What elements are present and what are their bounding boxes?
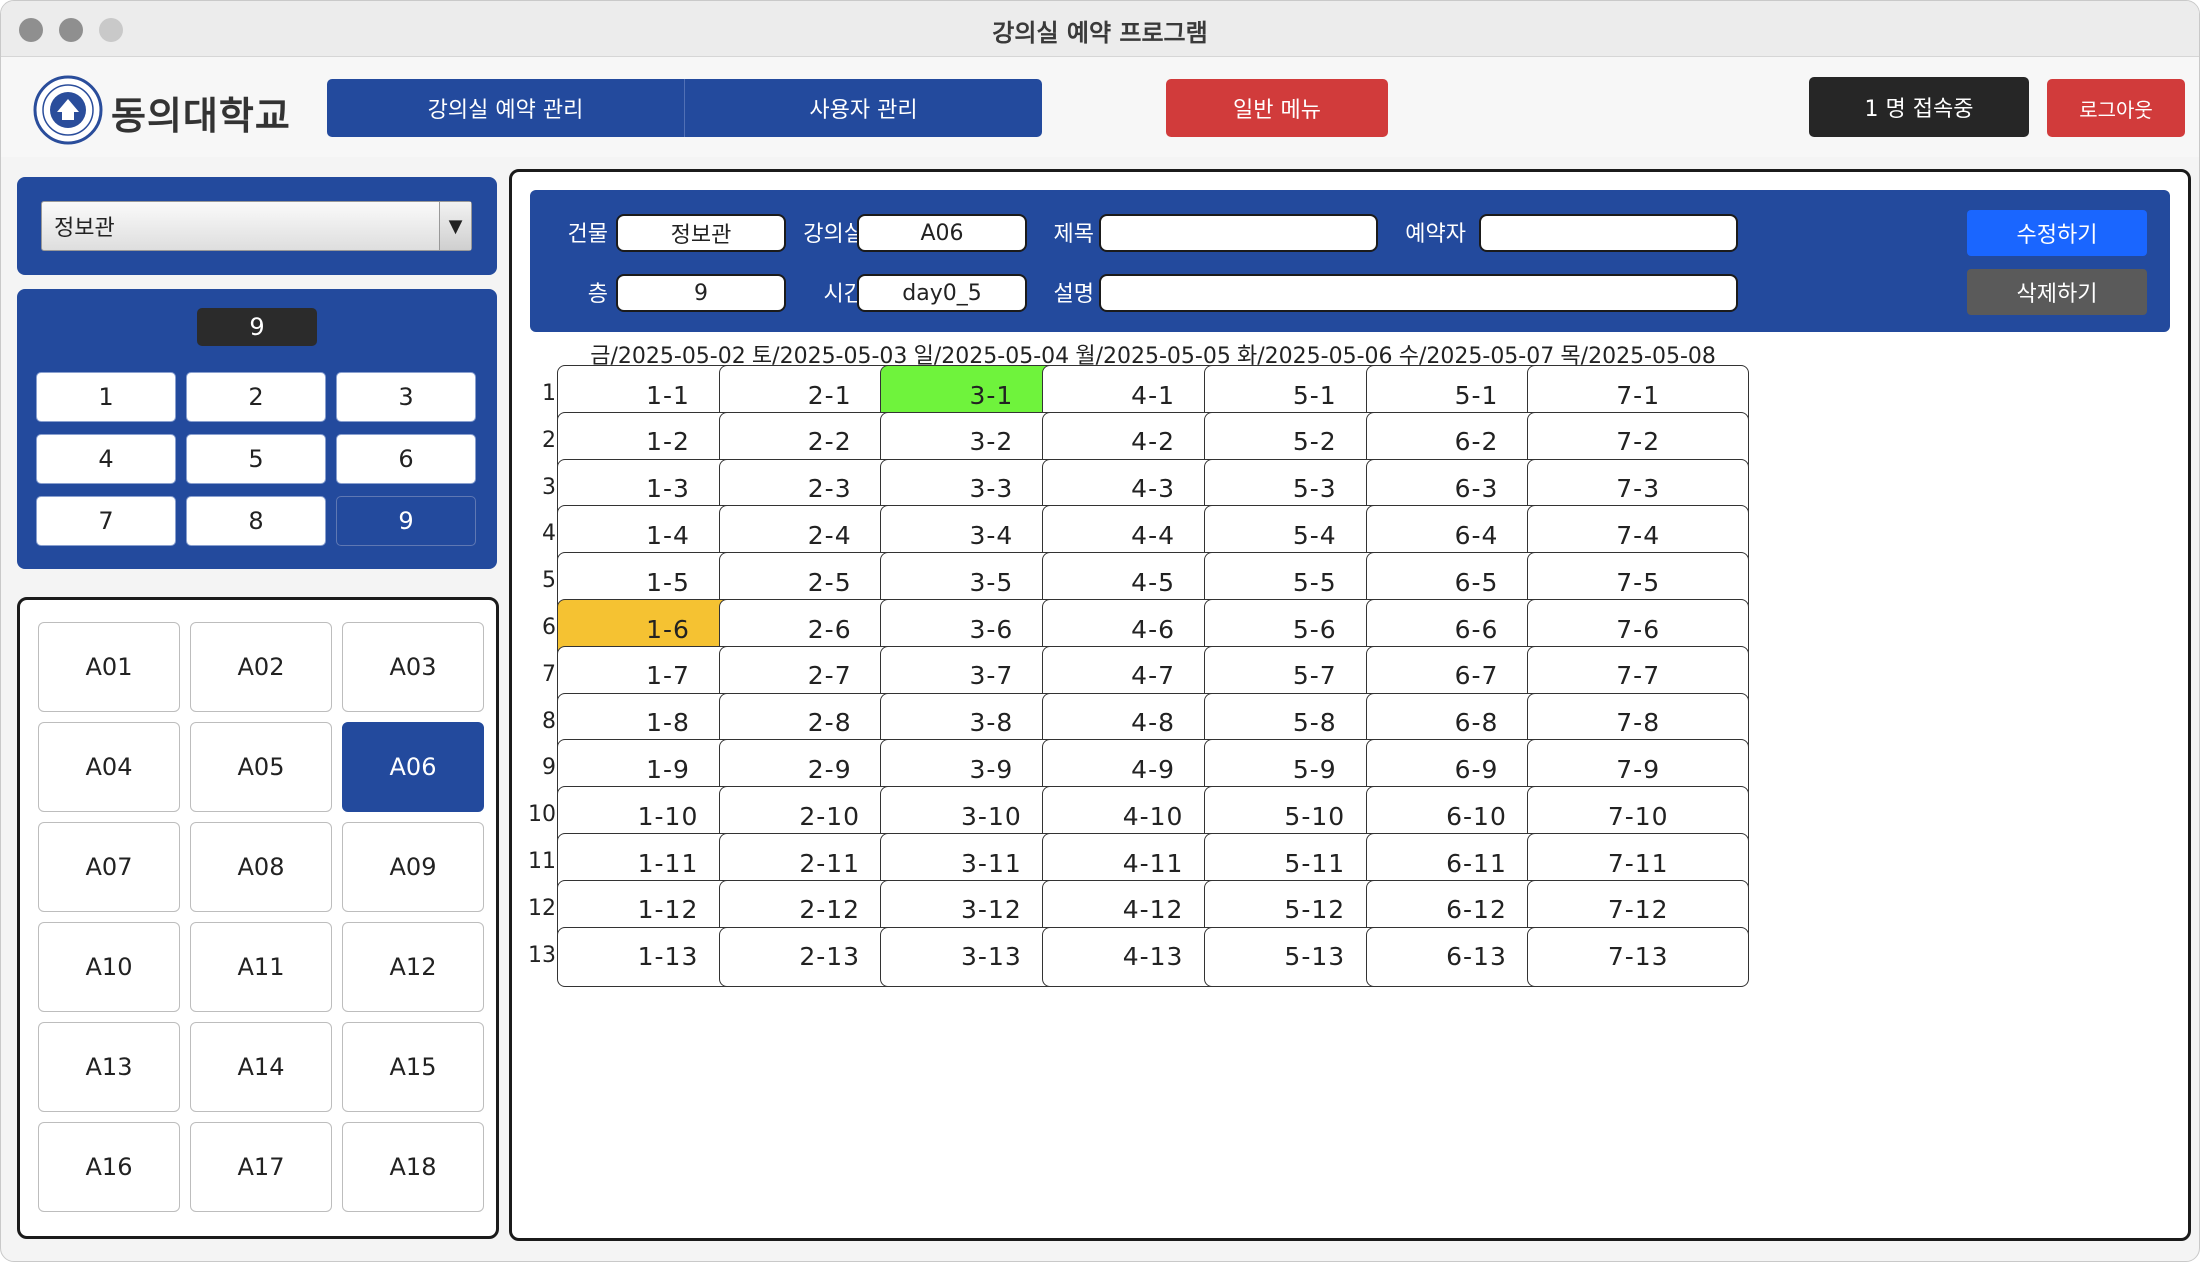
room-button[interactable]: A12 xyxy=(342,922,484,1012)
day-column-header: 토/2025-05-03 xyxy=(751,344,908,369)
room-button[interactable]: A06 xyxy=(342,722,484,812)
schedule-panel: 건물 정보관 강의실 A06 제목 예약자 수정하기 층 9 시간 day0_5… xyxy=(509,169,2191,1241)
tab-room-reservation[interactable]: 강의실 예약 관리 xyxy=(427,98,584,123)
header: 동의대학교 강의실 예약 관리 사용자 관리 일반 메뉴 1 명 접속중 로그아… xyxy=(1,57,2199,157)
building-panel: 정보관 ▼ xyxy=(17,177,497,275)
room-button[interactable]: A11 xyxy=(190,922,332,1012)
time-slot-label: 4 xyxy=(542,521,556,547)
building-select-value: 정보관 xyxy=(54,216,115,241)
floor-button[interactable]: 7 xyxy=(36,496,176,546)
room-button[interactable]: A03 xyxy=(342,622,484,712)
floor-button[interactable]: 6 xyxy=(336,434,476,484)
room-button[interactable]: A17 xyxy=(190,1122,332,1212)
floor-button[interactable]: 9 xyxy=(336,496,476,546)
minimize-window-button[interactable] xyxy=(59,18,83,42)
close-window-button[interactable] xyxy=(19,18,43,42)
time-label: 시간 xyxy=(823,282,864,307)
time-field[interactable]: day0_5 xyxy=(857,274,1027,312)
room-button[interactable]: A01 xyxy=(38,622,180,712)
reserver-label: 예약자 xyxy=(1405,222,1466,247)
main-nav: 강의실 예약 관리 사용자 관리 xyxy=(327,79,1042,137)
title-field[interactable] xyxy=(1099,214,1378,252)
day-column-header: 금/2025-05-02 xyxy=(590,344,746,369)
day-column-header: 목/2025-05-08 xyxy=(1560,344,1716,369)
university-logo: 동의대학교 xyxy=(33,75,303,145)
floor-button[interactable]: 8 xyxy=(186,496,326,546)
room-button[interactable]: A16 xyxy=(38,1122,180,1212)
floor-button[interactable]: 3 xyxy=(336,372,476,422)
selected-floor-display: 9 xyxy=(197,308,317,346)
floor-button[interactable]: 4 xyxy=(36,434,176,484)
time-slot-label: 5 xyxy=(542,568,556,594)
floor-button[interactable]: 5 xyxy=(186,434,326,484)
edit-button[interactable]: 수정하기 xyxy=(1967,210,2147,256)
room-button[interactable]: A09 xyxy=(342,822,484,912)
floor-button[interactable]: 2 xyxy=(186,372,326,422)
room-field[interactable]: A06 xyxy=(857,214,1027,252)
time-slot-label: 13 xyxy=(528,942,556,968)
title-bar: 강의실 예약 프로그램 xyxy=(1,1,2199,57)
room-button[interactable]: A14 xyxy=(190,1022,332,1112)
logout-button[interactable]: 로그아웃 xyxy=(2047,79,2185,137)
day-column-header: 일/2025-05-04 xyxy=(913,344,1070,369)
description-label: 설명 xyxy=(1053,282,1094,307)
day-column-header: 화/2025-05-06 xyxy=(1237,344,1393,369)
university-name: 동의대학교 xyxy=(111,94,291,138)
time-slot-label: 10 xyxy=(528,802,556,828)
time-slot-label: 11 xyxy=(528,849,556,874)
floor-label: 층 xyxy=(587,282,608,307)
time-slot-label: 12 xyxy=(528,895,556,921)
tab-user-management[interactable]: 사용자 관리 xyxy=(684,79,1042,137)
building-field[interactable]: 정보관 xyxy=(616,214,786,252)
room-button[interactable]: A04 xyxy=(38,722,180,812)
room-button[interactable]: A10 xyxy=(38,922,180,1012)
day-column-header: 수/2025-05-07 xyxy=(1398,344,1555,369)
room-button[interactable]: A18 xyxy=(342,1122,484,1212)
description-field[interactable] xyxy=(1099,274,1738,312)
time-slot-label: 1 xyxy=(542,381,556,406)
time-slot-label: 2 xyxy=(542,427,556,453)
room-button[interactable]: A13 xyxy=(38,1022,180,1112)
room-button[interactable]: A02 xyxy=(190,622,332,712)
time-slot-label: 9 xyxy=(542,755,556,781)
chevron-down-icon[interactable]: ▼ xyxy=(439,202,471,250)
window-title: 강의실 예약 프로그램 xyxy=(992,19,1208,47)
room-button[interactable]: A07 xyxy=(38,822,180,912)
room-button[interactable]: A08 xyxy=(190,822,332,912)
room-panel: A01 A02 A03 A04 A05 A06 A07 A08 A09 A10 A11 A12 A13 A… xyxy=(17,597,499,1239)
time-slot-label: 7 xyxy=(542,661,556,687)
building-select[interactable]: 정보관 ▼ xyxy=(41,201,472,251)
reserver-field[interactable] xyxy=(1479,214,1738,252)
zoom-window-button[interactable] xyxy=(99,18,123,42)
building-label: 건물 xyxy=(567,222,608,247)
time-slot-label: 8 xyxy=(542,708,556,734)
reservation-form: 건물 정보관 강의실 A06 제목 예약자 수정하기 층 9 시간 day0_5… xyxy=(530,190,2170,332)
floor-button[interactable]: 1 xyxy=(36,372,176,422)
time-slot-label: 6 xyxy=(542,615,556,640)
online-users-badge: 1 명 접속중 xyxy=(1809,77,2029,137)
room-label: 강의실 xyxy=(803,222,864,247)
room-button[interactable]: A05 xyxy=(190,722,332,812)
title-label: 제목 xyxy=(1053,222,1094,247)
floor-field[interactable]: 9 xyxy=(616,274,786,312)
university-seal-icon xyxy=(33,75,103,145)
slot-cell[interactable]: 7-13 xyxy=(1527,926,1750,987)
delete-button[interactable]: 삭제하기 xyxy=(1967,269,2147,315)
general-menu-button[interactable]: 일반 메뉴 xyxy=(1166,79,1388,137)
day-column-header: 월/2025-05-05 xyxy=(1075,344,1231,369)
room-button-grid: A01 A02 A03 A04 A05 A06 A07 A08 A09 A10 A11 A12 A13 A… xyxy=(38,622,484,1212)
time-slot-label: 3 xyxy=(542,474,556,500)
room-button[interactable]: A15 xyxy=(342,1022,484,1112)
